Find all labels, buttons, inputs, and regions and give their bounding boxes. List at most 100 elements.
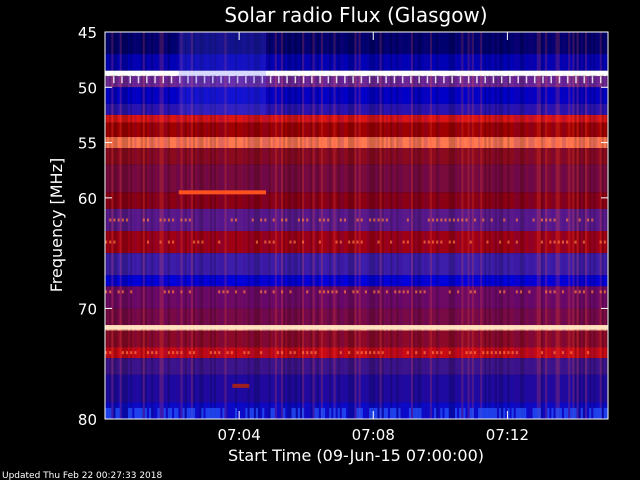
texture-tick: [311, 76, 313, 84]
texture-column-bottom: [536, 407, 539, 419]
texture-dash: [360, 351, 363, 355]
texture-dash: [318, 290, 321, 294]
texture-column: [163, 32, 166, 419]
texture-column: [555, 32, 558, 419]
texture-dash: [327, 290, 330, 294]
texture-column-bottom: [415, 407, 418, 419]
texture-column: [543, 32, 546, 419]
texture-dash: [553, 290, 556, 294]
texture-dash: [385, 290, 388, 294]
texture-column: [109, 32, 112, 419]
texture-dash: [134, 351, 137, 355]
texture-column: [302, 32, 305, 419]
texture-dash: [457, 218, 460, 222]
texture-dash: [130, 290, 133, 294]
texture-column: [341, 32, 344, 419]
texture-tick: [509, 76, 511, 84]
texture-column: [113, 32, 116, 419]
texture-dash: [369, 351, 372, 355]
texture-dash: [574, 290, 577, 294]
texture-dash: [486, 240, 489, 244]
texture-tick: [335, 76, 338, 84]
texture-column: [289, 32, 292, 419]
texture-column-bottom: [297, 407, 300, 419]
texture-dash: [188, 218, 191, 222]
texture-column-bottom: [117, 407, 120, 419]
texture-column-bottom: [547, 407, 550, 419]
texture-column-bottom: [149, 407, 152, 419]
texture-tick: [344, 76, 346, 84]
texture-column-bottom: [136, 407, 139, 419]
texture-column-bottom: [251, 407, 254, 419]
texture-dash: [306, 218, 309, 222]
texture-dash: [360, 218, 363, 222]
texture-column-bottom: [482, 407, 485, 419]
texture-dash: [427, 240, 430, 244]
texture-column: [266, 32, 269, 419]
texture-column: [480, 32, 483, 419]
texture-column: [390, 32, 393, 419]
texture-column: [601, 32, 604, 419]
texture-dash: [180, 218, 183, 222]
texture-dash: [553, 218, 556, 222]
texture-tick: [236, 76, 239, 84]
texture-column-bottom: [140, 407, 143, 419]
texture-dash: [348, 240, 351, 244]
texture-column-bottom: [138, 407, 141, 419]
texture-column: [327, 32, 330, 419]
texture-dash: [553, 351, 556, 355]
texture-dash: [591, 290, 594, 294]
texture-column: [524, 32, 527, 419]
texture-column: [255, 32, 258, 419]
texture-column: [545, 32, 548, 419]
texture-dash: [406, 290, 409, 294]
texture-column-bottom: [174, 407, 177, 419]
texture-dash: [603, 290, 606, 294]
texture-dash: [499, 290, 502, 294]
texture-tick: [154, 76, 156, 84]
texture-dash: [281, 351, 284, 355]
texture-dash: [356, 240, 359, 244]
texture-column-bottom: [128, 407, 131, 419]
texture-column: [373, 32, 376, 419]
texture-dash: [553, 240, 556, 244]
texture-dash: [415, 290, 418, 294]
texture-column-bottom: [190, 407, 194, 419]
texture-column: [589, 32, 592, 419]
texture-dash: [172, 290, 175, 294]
texture-column-bottom: [109, 407, 112, 419]
texture-column-bottom: [392, 407, 395, 419]
texture-column: [291, 32, 294, 419]
texture-column: [293, 32, 296, 419]
texture-column-bottom: [503, 407, 506, 419]
texture-column: [352, 32, 355, 419]
texture-tick: [558, 76, 561, 84]
texture-column: [501, 32, 504, 419]
texture-column: [264, 32, 267, 419]
texture-dash: [381, 218, 384, 222]
burst: [232, 383, 250, 388]
texture-tick: [443, 76, 445, 84]
frequency-band: [105, 114, 608, 123]
texture-tick: [212, 76, 214, 84]
texture-column: [199, 32, 202, 419]
texture-column-bottom: [413, 407, 416, 419]
texture-column: [339, 32, 342, 419]
texture-column: [599, 32, 602, 419]
texture-column: [538, 32, 541, 419]
frequency-band: [105, 87, 608, 104]
texture-dash: [172, 240, 175, 244]
texture-dash: [369, 218, 372, 222]
texture-dash: [272, 218, 275, 222]
texture-column: [438, 32, 441, 419]
texture-column: [251, 32, 254, 419]
texture-dash: [503, 290, 506, 294]
texture-dash: [318, 218, 321, 222]
texture-column-bottom: [434, 407, 437, 419]
texture-dash: [113, 218, 116, 222]
texture-column: [348, 32, 351, 419]
texture-dash: [159, 240, 162, 244]
texture-column-bottom: [283, 407, 286, 419]
x-tick-label: 07:04: [218, 426, 261, 444]
texture-dash: [578, 218, 581, 222]
